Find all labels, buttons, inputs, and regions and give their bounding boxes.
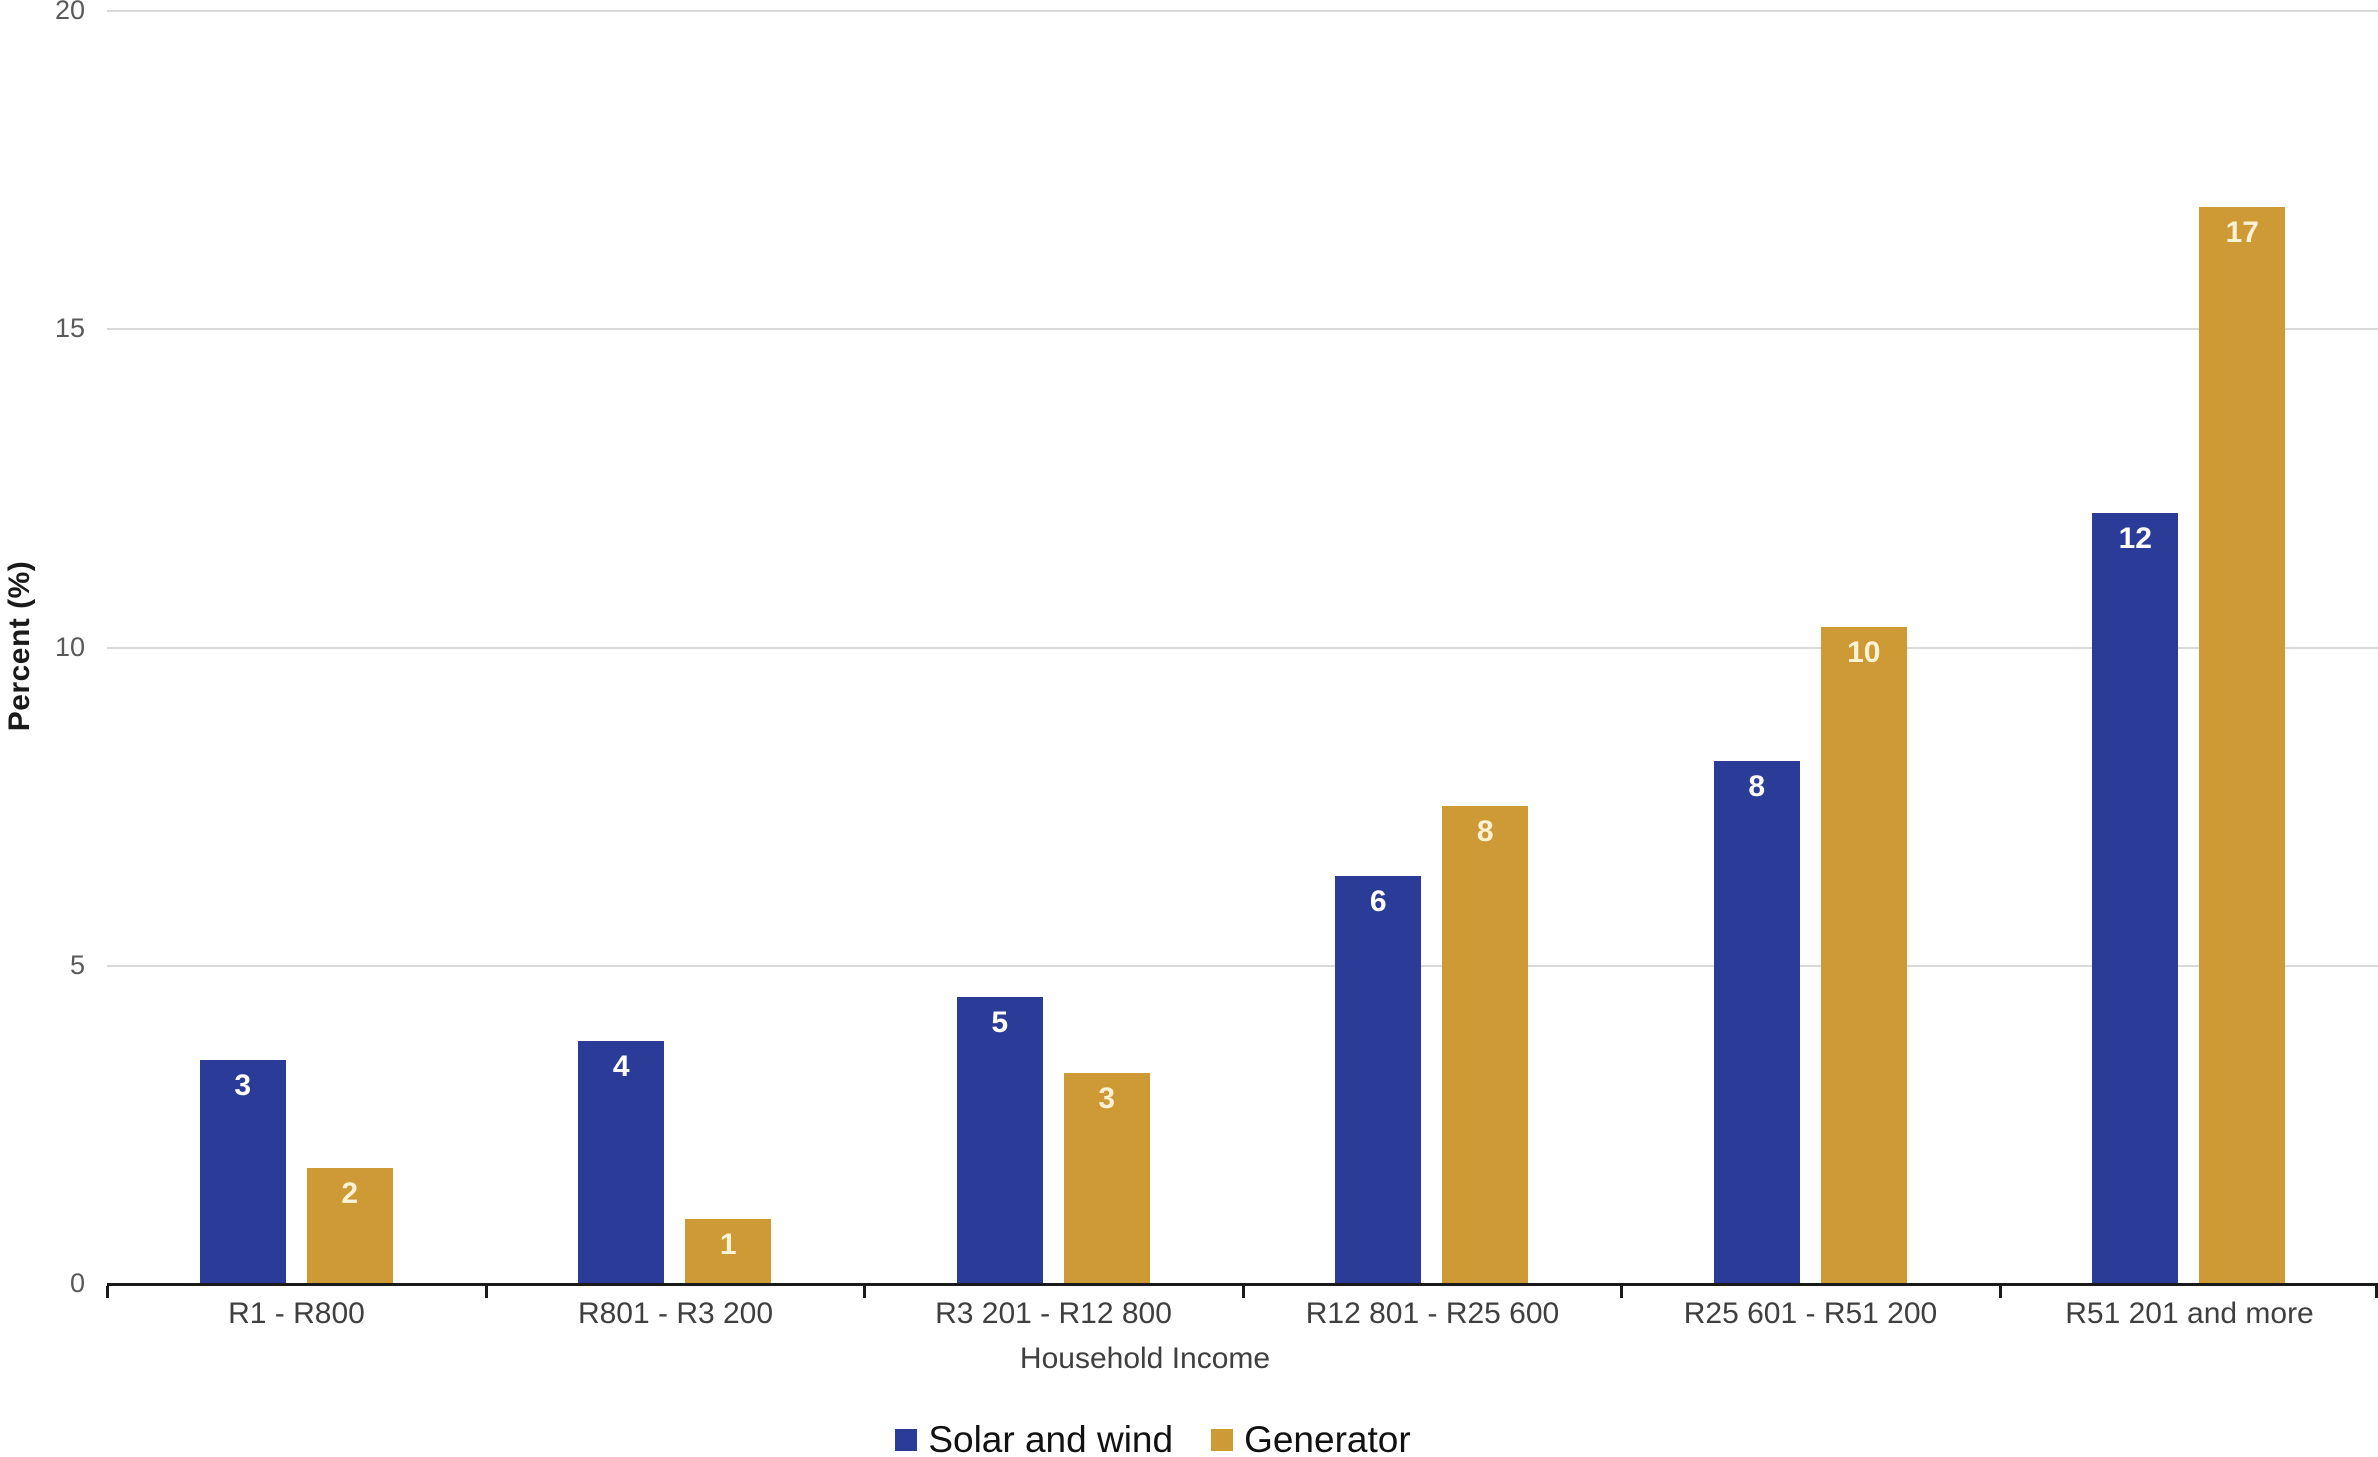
bar-group-r51-201-and-more: 12 17	[2000, 10, 2378, 1283]
bar-value-label: 5	[991, 1006, 1009, 1039]
bar-value-label: 1	[719, 1228, 737, 1261]
bar-value-label: 2	[341, 1177, 359, 1210]
legend-item-generator: Generator	[1211, 1419, 1411, 1457]
legend-label-solar-and-wind: Solar and wind	[928, 1419, 1174, 1457]
y-tick-label-10: 10	[54, 632, 85, 662]
bar-group-r25-601-r51-200: 8 10	[1621, 10, 2000, 1283]
bar-value-label: 8	[1748, 770, 1766, 803]
gridline-20	[107, 10, 2378, 12]
x-tick-label-r1-r800: R1 - R800	[228, 1297, 365, 1330]
x-axis-line	[107, 1283, 2378, 1286]
bar-value-label: 4	[612, 1050, 630, 1083]
bar-value-label: 17	[2225, 216, 2259, 249]
bar-value-label: 10	[1847, 636, 1881, 669]
x-tick-label-r801-r3-200: R801 - R3 200	[577, 1297, 774, 1330]
bar-generator-r12-801-r25-600: 8	[1442, 806, 1529, 1283]
x-tick-label-r12-801-r25-600: R12 801 - R25 600	[1305, 1297, 1560, 1330]
x-axis-tick	[106, 1286, 109, 1298]
bar-generator-r801-r3-200: 1	[685, 1219, 772, 1283]
bar-solar-and-wind-r51-201-and-more: 12	[2092, 513, 2179, 1283]
bar-generator-r3-201-r12-800: 3	[1063, 1073, 1150, 1283]
bar-value-label: 3	[234, 1069, 252, 1102]
gridline-15	[107, 328, 2378, 330]
bar-generator-r51-201-and-more: 17	[2199, 207, 2286, 1283]
y-tick-label-20: 20	[54, 0, 85, 25]
x-tick-label-r3-201-r12-800: R3 201 - R12 800	[935, 1297, 1172, 1330]
gridline-10	[107, 647, 2378, 649]
x-tick-label-r25-601-r51-200: R25 601 - R51 200	[1683, 1297, 1938, 1330]
legend-item-solar-and-wind: Solar and wind	[895, 1419, 1173, 1457]
bar-solar-and-wind-r3-201-r12-800: 5	[956, 997, 1043, 1283]
legend: Solar and wind Generator	[0, 1419, 2306, 1457]
x-axis-tick	[485, 1286, 488, 1298]
legend-swatch-generator	[1211, 1429, 1234, 1451]
bar-value-label: 12	[2118, 522, 2152, 555]
y-tick-label-5: 5	[69, 950, 85, 980]
bar-value-label: 6	[1369, 885, 1387, 918]
bar-value-label: 8	[1476, 815, 1494, 848]
plot-area: 3 2 4 1 5 3 6 8 8 10 12 17	[107, 10, 2378, 1283]
x-axis-tick	[1242, 1286, 1245, 1298]
x-axis-tick	[1620, 1286, 1623, 1298]
x-axis-tick	[2375, 1286, 2378, 1298]
legend-swatch-solar-and-wind	[895, 1429, 918, 1451]
gridline-5	[107, 965, 2378, 967]
bar-generator-r25-601-r51-200: 10	[1820, 627, 1907, 1283]
bar-generator-r1-r800: 2	[306, 1168, 393, 1283]
bar-solar-and-wind-r1-r800: 3	[199, 1060, 286, 1283]
legend-label-generator: Generator	[1244, 1419, 1411, 1457]
x-tick-label-r51-201-and-more: R51 201 and more	[2065, 1297, 2314, 1330]
x-axis-tick	[863, 1286, 866, 1298]
bar-solar-and-wind-r25-601-r51-200: 8	[1713, 761, 1800, 1283]
bar-solar-and-wind-r12-801-r25-600: 6	[1335, 876, 1422, 1283]
bar-solar-and-wind-r801-r3-200: 4	[578, 1041, 665, 1283]
y-tick-label-15: 15	[54, 313, 85, 343]
bar-value-label: 3	[1098, 1082, 1116, 1115]
y-tick-label-0: 0	[69, 1268, 85, 1298]
x-axis-title: Household Income	[1019, 1342, 1271, 1375]
x-axis-tick	[1999, 1286, 2002, 1298]
